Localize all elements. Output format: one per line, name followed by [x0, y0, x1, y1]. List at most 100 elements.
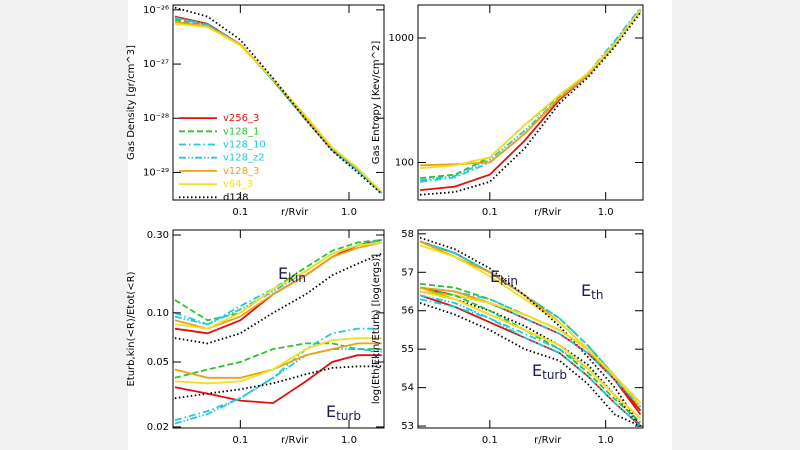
legend-label: v128_z2	[223, 153, 265, 164]
y-tick-label: 0.02	[147, 422, 169, 433]
series-line	[420, 9, 642, 170]
y-tick-label: 10⁻²⁶	[143, 5, 169, 16]
annotation-text: E	[326, 402, 336, 421]
annotation-text: E	[581, 281, 591, 300]
series-group	[419, 236, 642, 427]
series-line	[420, 12, 642, 196]
annotation-text: E	[490, 267, 500, 286]
x-axis-label: r/Rvir	[534, 435, 562, 446]
series-line	[419, 240, 642, 408]
series-line	[174, 241, 382, 326]
plot-frame	[172, 229, 385, 429]
series-line	[419, 244, 642, 408]
series-line	[420, 8, 642, 191]
x-tick-label: 0.1	[232, 207, 248, 218]
y-tick-label: 0.30	[147, 230, 169, 241]
y-axis-label: Eturb,kin(<R)/Etot(<R)	[126, 271, 137, 386]
x-tick-label: 1.0	[598, 207, 614, 218]
series-line	[419, 240, 642, 412]
series-group	[174, 239, 383, 425]
y-axis-label: Gas Entropy [Kev/cm^2]	[371, 41, 382, 165]
series-line	[174, 348, 382, 425]
y-tick-label: 56	[401, 306, 414, 317]
series-line	[419, 294, 642, 427]
legend-label: d128	[223, 192, 248, 203]
annotation: Eth	[581, 281, 603, 302]
x-tick-label: 0.1	[482, 207, 498, 218]
annotation-sub: turb	[336, 409, 361, 423]
series-line	[174, 16, 383, 194]
series-line	[174, 342, 382, 379]
panel: 100 1000 0.1 1.0 r/Rvir Gas Entropy [Kev/cm^2…	[371, 4, 644, 218]
series-line	[174, 15, 383, 194]
annotation: Ekin	[490, 267, 518, 288]
annotation-sub: th	[591, 288, 603, 302]
annotation-sub: kin	[500, 274, 518, 288]
plot-frame	[417, 4, 644, 201]
legend-label: v64_3	[223, 179, 253, 190]
x-tick-label: 1.0	[341, 207, 357, 218]
y-tick-label: 58	[401, 229, 414, 240]
annotation: Ekin	[278, 264, 306, 285]
plot-frame	[172, 4, 385, 201]
annotation-text: E	[532, 361, 542, 380]
legend-label: v256_3	[223, 113, 259, 124]
y-tick-label: 10⁻²⁷	[143, 59, 169, 70]
series-line	[174, 19, 383, 194]
y-tick-label: 57	[401, 267, 414, 278]
y-tick-label: 10⁻²⁹	[143, 167, 169, 178]
side-band	[0, 0, 128, 450]
series-line	[419, 294, 642, 427]
legend-label: v128_10	[223, 140, 266, 151]
plot-frame	[417, 229, 644, 429]
annotation: Eturb	[326, 402, 361, 423]
series-line	[419, 282, 642, 404]
legend-label: v128_3	[223, 166, 259, 177]
y-tick-label: 10⁻²⁸	[143, 113, 169, 124]
y-tick-label: 54	[401, 383, 414, 394]
series-group	[174, 6, 383, 195]
y-tick-label: 55	[401, 344, 414, 355]
side-band	[672, 0, 800, 450]
x-tick-label: 0.1	[482, 435, 498, 446]
series-line	[174, 6, 383, 195]
series-line	[174, 327, 382, 422]
series-line	[419, 290, 642, 420]
series-line	[419, 286, 642, 423]
x-axis-label: r/Rvir	[281, 435, 309, 446]
series-line	[174, 337, 382, 385]
series-line	[174, 241, 382, 330]
panel: 10⁻²⁶ 10⁻²⁷ 10⁻²⁸ 10⁻²⁹ 0.1 1.0 r/Rvir Gas Dens…	[126, 4, 385, 218]
y-tick-label: 100	[395, 158, 414, 169]
x-axis-label: r/Rvir	[534, 207, 562, 218]
x-tick-label: 1.0	[341, 435, 357, 446]
series-line	[174, 21, 383, 193]
annotation-sub: kin	[288, 271, 306, 285]
annotation: Eturb	[532, 361, 567, 382]
annotation-text: E	[278, 264, 288, 283]
y-tick-label: 0.05	[147, 357, 169, 368]
legend-label: v128_1	[223, 126, 259, 137]
y-tick-label: 0.10	[147, 308, 169, 319]
y-tick-label: 53	[401, 421, 414, 432]
series-line	[419, 240, 642, 412]
series-line	[419, 240, 642, 412]
x-axis-label: r/Rvir	[281, 207, 309, 218]
series-line	[419, 290, 642, 404]
series-line	[174, 23, 383, 193]
series-line	[174, 365, 382, 400]
x-tick-label: 0.1	[232, 435, 248, 446]
y-axis-label: Gas Density [gr/cm^3]	[126, 45, 137, 160]
series-line	[420, 10, 642, 179]
y-axis-label: log(Eth/Ekin/Eturb) [log(ergs)]	[371, 254, 382, 404]
panel: 53 54 55 56 57 58 0.1 1.0 r/Rvir log(Eth/Ekin/Etu…	[371, 229, 644, 446]
series-line	[419, 302, 641, 427]
series-line	[174, 342, 382, 379]
series-line	[419, 8, 642, 182]
series-line	[174, 17, 383, 195]
series-line	[174, 354, 382, 405]
x-tick-label: 1.0	[598, 435, 614, 446]
series-group	[419, 7, 642, 196]
